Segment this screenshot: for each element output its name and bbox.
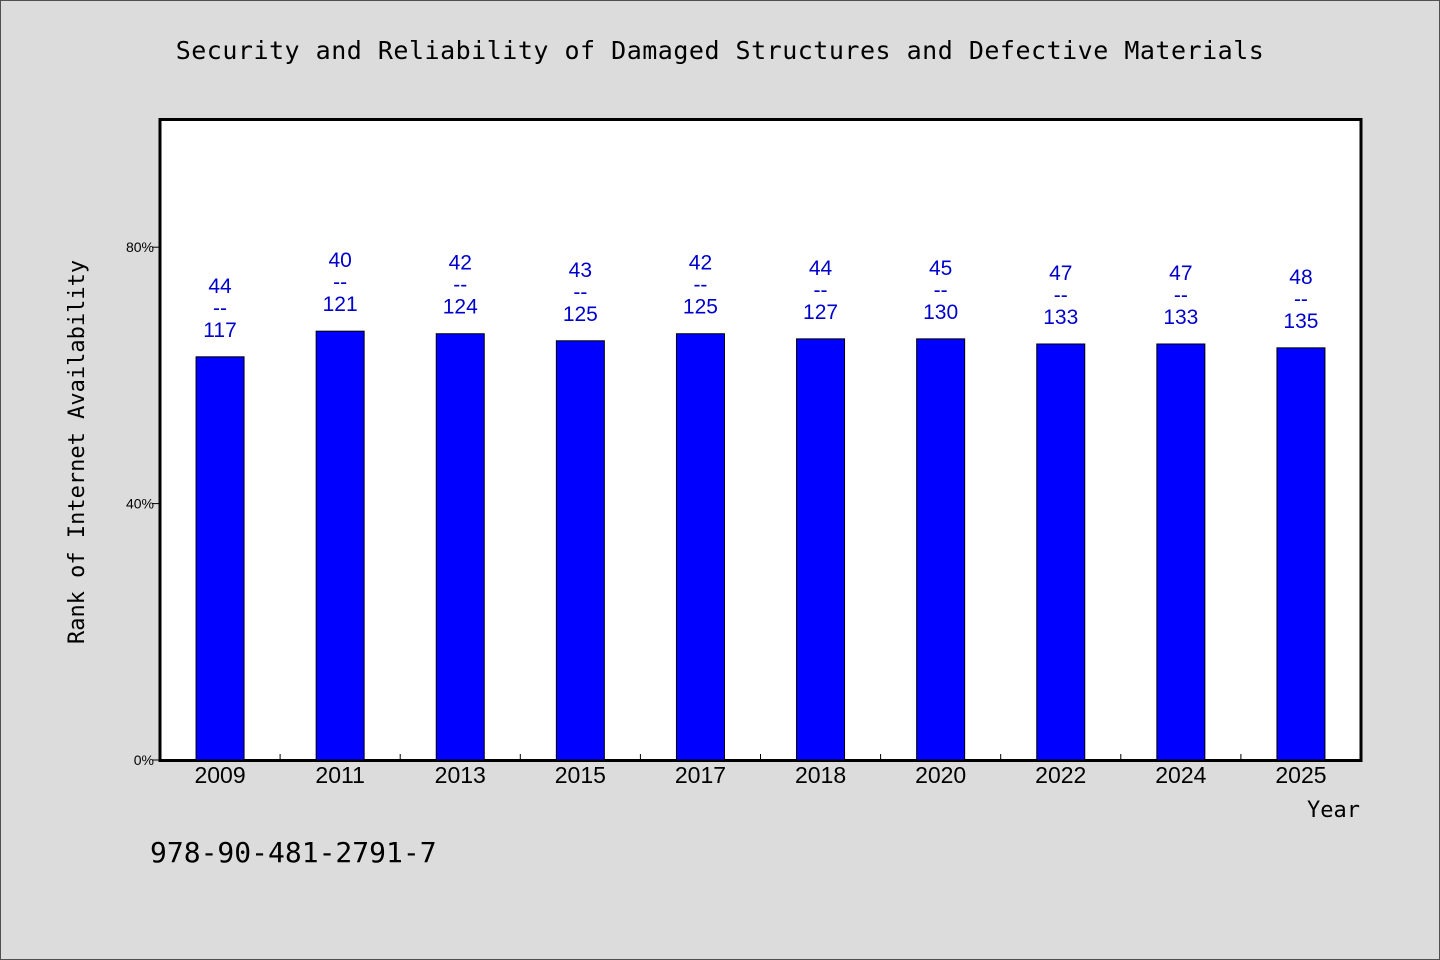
data-label-2013-line-2: -- [453,274,467,297]
data-label-2017-line-3: 125 [683,296,718,319]
bar-2018 [796,338,846,761]
data-label-2018-line-3: 127 [803,301,838,324]
bar-2020 [916,338,966,761]
data-label-2009-line-2: -- [213,297,227,320]
bars-layer [195,330,1326,761]
x-tick-label-2015: 2015 [555,762,606,788]
chart-title: Security and Reliability of Damaged Stru… [175,36,1265,65]
data-label-2025-line-1: 48 [1289,266,1312,289]
data-label-2024-line-3: 133 [1163,306,1198,329]
footer-identifier: 978-90-481-2791-7 [150,836,437,869]
data-label-2015-line-2: -- [573,281,587,304]
data-label-2011-line-3: 121 [323,293,358,316]
x-tick-label-2022: 2022 [1035,762,1086,788]
bar-2009 [195,356,245,761]
data-label-2015-line-1: 43 [569,259,592,282]
x-tick-label-2017: 2017 [675,762,726,788]
data-label-2024-line-1: 47 [1169,262,1192,285]
data-label-2020-line-1: 45 [929,257,952,280]
y-axis-label: Rank of Internet Availability [65,260,90,644]
data-label-2009-line-1: 44 [208,275,232,298]
data-label-2025-line-3: 135 [1283,310,1318,333]
data-label-2013-line-1: 42 [449,252,472,275]
data-label-2024-line-2: -- [1174,284,1188,307]
data-label-2025-line-2: -- [1294,288,1308,311]
data-label-2017-line-1: 42 [689,252,712,275]
x-tick-label-2020: 2020 [915,762,966,788]
data-label-2022-line-3: 133 [1043,306,1078,329]
data-label-2009-line-3: 117 [203,319,236,342]
data-label-2020-line-3: 130 [923,301,958,324]
data-label-2013-line-3: 124 [443,296,478,319]
data-label-2011-line-2: -- [333,271,347,294]
data-label-2018-line-1: 44 [809,257,833,280]
data-label-2022-line-1: 47 [1049,262,1072,285]
y-tick-label: 80% [126,239,154,255]
bar-2022 [1036,343,1086,761]
bar-2025 [1276,347,1326,761]
x-axis-label: Year [1307,798,1360,823]
bar-2013 [435,333,485,761]
x-tick-label-2024: 2024 [1155,762,1206,788]
x-tick-label-2011: 2011 [315,762,364,788]
x-tick-label-2018: 2018 [795,762,846,788]
x-tick-label-2013: 2013 [435,762,486,788]
data-label-2022-line-2: -- [1054,284,1068,307]
labels-layer: 44--11740--12142--12443--12542--12544--1… [203,249,1318,342]
bar-2011 [315,330,365,761]
data-label-2015-line-3: 125 [563,303,598,326]
bar-2017 [675,333,725,761]
data-label-2011-line-1: 40 [328,249,351,272]
x-tick-label-2025: 2025 [1275,762,1326,788]
bar-2024 [1156,343,1206,761]
bar-2015 [555,340,605,761]
y-tick-label: 0% [134,752,154,768]
ticks-layer: 2009 2011 2013 2015 2017 2018 2020 2022 2024 2025… [126,239,1327,788]
x-tick-label-2009: 2009 [194,762,245,788]
data-label-2020-line-2: -- [934,279,948,302]
data-label-2018-line-2: -- [814,279,828,302]
data-label-2017-line-2: -- [693,274,707,297]
y-tick-label: 40% [126,496,154,512]
